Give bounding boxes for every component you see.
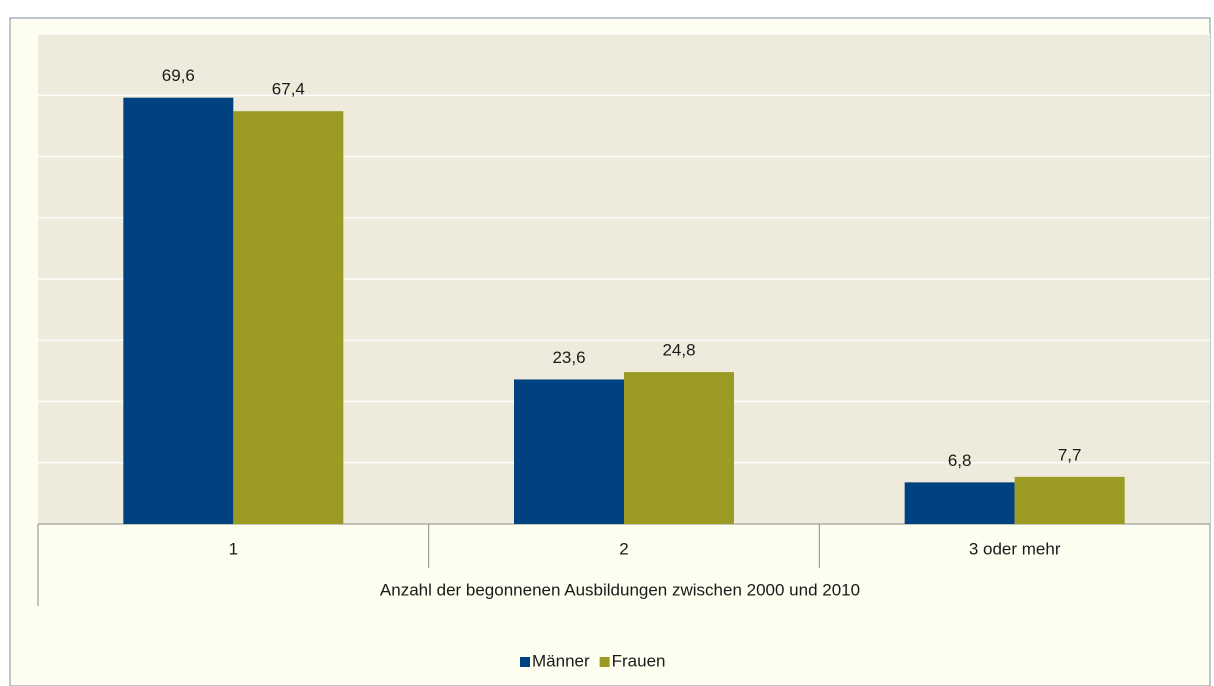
value-label: 6,8 — [948, 451, 972, 470]
x-tick-label: 1 — [229, 539, 238, 558]
bar — [123, 97, 234, 524]
legend-swatch — [599, 657, 610, 667]
value-label: 23,6 — [552, 348, 585, 367]
bar — [904, 482, 1015, 524]
value-label: 69,6 — [162, 66, 195, 85]
value-label: 7,7 — [1058, 445, 1082, 464]
bar — [1014, 476, 1125, 524]
bar — [624, 372, 734, 524]
legend-label: Frauen — [612, 651, 666, 670]
bar — [514, 379, 624, 524]
x-tick-label: 2 — [619, 539, 628, 558]
value-label: 67,4 — [272, 80, 305, 99]
x-tick-label: 3 oder mehr — [969, 539, 1061, 558]
legend-swatch — [520, 657, 530, 667]
bar — [233, 111, 344, 525]
value-label: 24,8 — [662, 341, 695, 360]
x-axis-label: Anzahl der begonnenen Ausbildungen zwisc… — [380, 580, 860, 599]
legend-label: Männer — [532, 651, 590, 670]
